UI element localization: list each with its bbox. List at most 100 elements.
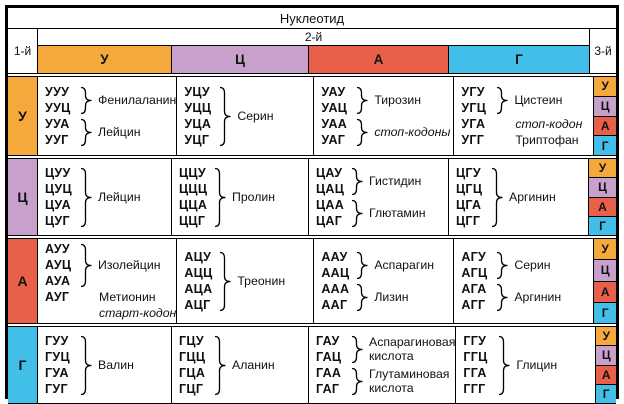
amino-acid-label-line: Аргинин [509,189,556,204]
amino-acid-label: Триптофан [515,132,578,148]
codon: ЦУА [45,198,71,212]
amino-acid-label-line: стоп-кодоны [374,124,451,139]
amino-acid-label: Глутаминовая кислота [369,367,449,396]
codon: АГА [461,282,487,296]
codon-list: АУГ [45,289,79,305]
codon-cell: ГГУ ГГЦ ГГА ГГГ Глицин [456,327,597,403]
amino-acid-label-line: Глютамин [369,205,426,220]
brace-icon [499,335,510,395]
amino-acid-label: Тирозин [374,93,421,108]
amino-acid-label: Пролин [232,190,275,205]
amino-acid-label-line: Серин [514,257,551,272]
codon-list: ГГУ ГГЦ ГГА ГГГ [463,333,497,397]
codon: УГЦ [461,101,487,115]
brace-icon [80,167,92,227]
codon: ЦАУ [316,166,343,180]
brace-icon [214,335,226,395]
codon: ГЦУ [179,334,204,348]
amino-acid-label-line: Метионин [99,290,156,304]
codon: ГУЦ [45,350,70,364]
codon-list: УАУ УАЦ [321,84,355,116]
amino-acid-label: Глютамин [369,206,426,221]
brace-icon [497,283,508,311]
third-position-cell: А [594,281,616,303]
codon: АГУ [461,250,487,264]
codon-cell: УЦУ УЦЦ УЦА УЦГ Серин [177,77,315,155]
brace-icon [80,86,92,114]
codon-list: ГАА ГАГ [316,365,350,397]
codon-cell: АГУ АГЦ Серин АГА АГГ Аргинин [454,239,595,323]
brace-icon [80,118,92,146]
codon: ЦАА [316,198,345,212]
amino-acid-label-line: стоп-кодон [515,117,583,131]
third-position-cell: У [596,327,616,347]
codon-cell: ЦЦУ ЦЦЦ ЦЦА ЦЦГ Пролин [172,159,309,235]
amino-acid-label: Лейцин [98,190,140,205]
codon: УГА [461,117,486,131]
codon: ГАА [316,366,342,380]
first-position-cell: Ц [8,159,38,235]
codon: ГАУ [316,334,340,348]
codon: АУЦ [45,258,72,272]
brace-icon [497,86,508,114]
codon-list: ЦЦУ ЦЦЦ ЦЦА ЦЦГ [179,165,213,229]
codon: ГГА [463,366,487,380]
third-position-cell: А [589,197,616,217]
codon: ЦЦА [179,198,208,212]
codon: ГУГ [45,382,68,396]
codon: ЦГА [456,198,482,212]
amino-acid-label: Треонин [237,274,285,289]
amino-acid-label-line: Аргинин [514,289,562,304]
second-position-letter: У [38,46,172,73]
brace-icon [357,86,368,114]
codon-cell: ГУУ ГУЦ ГУА ГУГ Валин [38,327,172,403]
codon-table-row: Г ГУУ ГУЦ ГУА ГУГ Валин ГЦУ ГЦЦ ГЦА ГЦГ Аланин ГАУ Г… [8,326,616,404]
codon-cell: УАУ УАЦ Тирозин УАА УАГ стоп-кодоны [314,77,455,155]
amino-acid-label: Лейцин [98,125,140,140]
codon-table-row: А АУУ АУЦ АУА Изолейцин АУГ Метионин старт-кодо… [8,238,616,324]
codon-group: ЦЦУ ЦЦЦ ЦЦА ЦЦГ Пролин [179,165,308,229]
codon-list: УГГ [461,132,495,148]
amino-acid-label-line: Глицин [516,357,558,372]
codon-group: АУУ АУЦ АУА Изолейцин [45,241,176,289]
codon-group: УЦУ УЦЦ УЦА УЦГ Серин [184,84,313,148]
first-position-cell: А [8,239,38,323]
codon-group: АУГ Метионин старт-кодон [45,289,176,321]
brace-icon [214,167,226,227]
codon-list: АГА АГГ [461,281,495,313]
codon: ГГЦ [463,350,488,364]
codon: УАГ [321,133,346,147]
codon-cell: ЦУУ ЦУЦ ЦУА ЦУГ Лейцин [38,159,172,235]
amino-acid-label-line: Треонин [237,273,286,288]
brace-icon [220,251,231,311]
brace-icon [80,335,92,395]
codon: УУЦ [45,101,71,115]
brace-icon [220,86,231,146]
first-position-cell: У [8,77,38,155]
codon-table-row: Ц ЦУУ ЦУЦ ЦУА ЦУГ Лейцин ЦЦУ ЦЦЦ ЦЦА ЦЦГ Пролин ЦАУ… [8,158,616,236]
amino-acid-label-line: Изолейцин [98,257,161,272]
codon: УУГ [45,133,69,147]
codon: АУА [45,274,71,288]
amino-acid-label-line: Лейцин [98,124,141,139]
amino-acid-label: Аргинин [514,290,561,305]
amino-acid-label-line: Пролин [232,189,276,204]
third-position-header: 3-й [589,29,616,73]
amino-acid-label-line: Валин [98,357,134,372]
amino-acid-label: стоп-кодон [515,116,582,132]
codon: ГГГ [463,382,486,396]
codon-group: УГГ Триптофан [461,132,593,148]
codon: ААА [321,282,350,296]
codon-list: ЦАА ЦАГ [316,197,350,229]
third-position-cell: А [594,116,616,137]
brace-icon [491,167,503,227]
second-position-letter: Г [449,46,589,73]
amino-acid-label-line: Аланин [232,357,275,372]
codon-list: УЦУ УЦЦ УЦА УЦГ [184,84,218,148]
codon-group: ГЦУ ГЦЦ ГЦА ГЦГ Аланин [179,333,308,397]
brace-icon [351,367,363,395]
